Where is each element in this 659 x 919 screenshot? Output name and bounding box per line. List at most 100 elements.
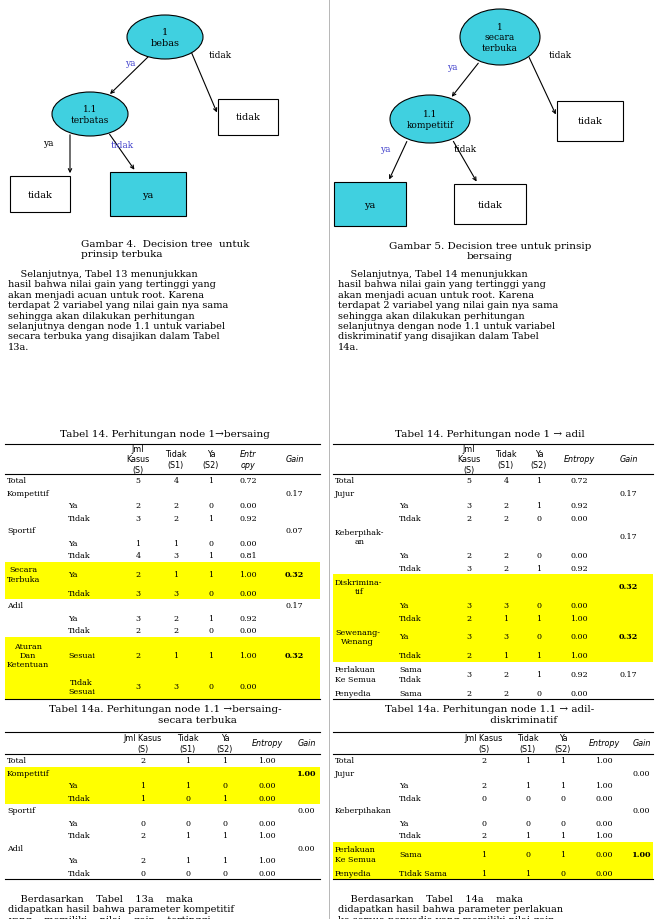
Text: Tidak: Tidak [68, 551, 91, 560]
Text: Gambar 5. Decision tree untuk prinsip
bersaing: Gambar 5. Decision tree untuk prinsip be… [389, 242, 591, 261]
Text: 0.17: 0.17 [619, 670, 637, 678]
Text: Ya
(S2): Ya (S2) [530, 449, 547, 470]
Text: 1: 1 [208, 551, 214, 560]
Text: Tabel 14a. Perhitungan node 1.1 →bersaing-
                    secara terbuka: Tabel 14a. Perhitungan node 1.1 →bersain… [49, 705, 281, 724]
FancyBboxPatch shape [333, 512, 653, 525]
Text: 1: 1 [223, 832, 227, 839]
Text: 2: 2 [136, 652, 140, 660]
Text: 0: 0 [536, 689, 542, 697]
Text: Aturan
Dan
Ketentuan: Aturan Dan Ketentuan [7, 642, 49, 669]
Text: 0.00: 0.00 [258, 781, 275, 789]
Text: ya: ya [380, 145, 390, 154]
FancyBboxPatch shape [110, 173, 186, 217]
FancyBboxPatch shape [5, 624, 320, 637]
Text: Selanjutnya, Tabel 13 menunjukkan
hasil bahwa nilai gain yang tertinggi yang
aka: Selanjutnya, Tabel 13 menunjukkan hasil … [8, 269, 228, 351]
Text: 3: 3 [503, 633, 509, 641]
Text: Sama: Sama [399, 850, 422, 858]
FancyBboxPatch shape [5, 562, 320, 587]
Text: 1: 1 [536, 502, 542, 510]
Text: 1.00: 1.00 [570, 652, 588, 660]
FancyBboxPatch shape [5, 817, 320, 829]
FancyBboxPatch shape [334, 183, 406, 227]
Ellipse shape [127, 16, 203, 60]
Text: 0.00: 0.00 [570, 515, 588, 522]
Text: 1: 1 [503, 652, 509, 660]
Text: 1.1
kompetitif: 1.1 kompetitif [407, 110, 453, 130]
Text: Tidak: Tidak [68, 794, 91, 802]
Text: Tidak: Tidak [399, 652, 422, 660]
Text: tidak: tidak [28, 190, 53, 199]
Text: 1: 1 [536, 670, 542, 678]
FancyBboxPatch shape [333, 650, 653, 662]
Text: Adil: Adil [7, 602, 23, 609]
Text: 2: 2 [503, 689, 509, 697]
Text: 2: 2 [467, 551, 472, 560]
Text: 2: 2 [467, 614, 472, 622]
Text: Jujur: Jujur [335, 489, 355, 497]
Text: ya: ya [125, 59, 135, 67]
Text: Ya: Ya [399, 819, 409, 827]
Text: Tidak: Tidak [399, 832, 422, 839]
Text: Tidak: Tidak [399, 614, 422, 622]
Text: 0.92: 0.92 [239, 614, 257, 622]
Text: Jml Kasus
(S): Jml Kasus (S) [124, 733, 162, 753]
Text: Tidak
(S1): Tidak (S1) [517, 733, 539, 753]
FancyBboxPatch shape [5, 474, 320, 487]
FancyBboxPatch shape [5, 487, 320, 499]
Text: 0: 0 [525, 819, 530, 827]
Text: 3: 3 [136, 683, 140, 691]
FancyBboxPatch shape [333, 624, 653, 650]
FancyBboxPatch shape [5, 525, 320, 537]
Text: Ya: Ya [68, 781, 78, 789]
Text: 2: 2 [140, 756, 146, 765]
Text: 0: 0 [140, 819, 146, 827]
Text: Kompetitif: Kompetitif [7, 489, 49, 497]
Text: 1: 1 [185, 832, 190, 839]
Text: 2: 2 [467, 689, 472, 697]
Text: tidak: tidak [235, 113, 260, 122]
Text: 3: 3 [136, 589, 140, 597]
Text: Berdasarkan    Tabel    13a    maka
didapatkan hasil bahwa parameter kompetitif
: Berdasarkan Tabel 13a maka didapatkan ha… [8, 894, 234, 919]
Text: 2: 2 [136, 627, 140, 634]
Text: Sama: Sama [399, 689, 422, 697]
Text: 0.32: 0.32 [619, 583, 638, 591]
Text: 0.81: 0.81 [239, 551, 257, 560]
Text: 2: 2 [173, 614, 179, 622]
FancyBboxPatch shape [5, 550, 320, 562]
Text: 1.00: 1.00 [258, 857, 276, 864]
Text: 3: 3 [136, 614, 140, 622]
Text: 1: 1 [536, 477, 542, 484]
Text: Tidak: Tidak [68, 515, 91, 522]
Text: 0: 0 [536, 551, 542, 560]
Text: Jujur: Jujur [335, 769, 355, 777]
Text: 0: 0 [482, 819, 486, 827]
Text: 1: 1 [140, 781, 146, 789]
Text: 0.72: 0.72 [570, 477, 588, 484]
FancyBboxPatch shape [557, 102, 623, 142]
Text: 0.00: 0.00 [570, 602, 588, 609]
FancyBboxPatch shape [333, 474, 653, 487]
Text: 0.00: 0.00 [595, 850, 613, 858]
Text: 0.00: 0.00 [239, 539, 257, 547]
Text: Sama
Tidak: Sama Tidak [399, 665, 422, 683]
FancyBboxPatch shape [333, 791, 653, 804]
Text: 3: 3 [467, 670, 472, 678]
Text: 1
secara
terbuka: 1 secara terbuka [482, 23, 518, 52]
Text: 1: 1 [223, 794, 227, 802]
Text: 2: 2 [503, 564, 509, 573]
FancyBboxPatch shape [5, 599, 320, 612]
Text: Jml
Kasus
(S): Jml Kasus (S) [457, 445, 480, 474]
Text: Total: Total [7, 477, 27, 484]
Text: 0: 0 [525, 794, 530, 802]
Text: Keberpihak-
an: Keberpihak- an [335, 528, 384, 546]
Text: Tidak Sama: Tidak Sama [399, 868, 447, 877]
Text: 1: 1 [482, 868, 486, 877]
Text: 1: 1 [536, 614, 542, 622]
Text: 0.00: 0.00 [595, 794, 613, 802]
Text: 0.72: 0.72 [239, 477, 257, 484]
Text: Tidak
(S1): Tidak (S1) [165, 449, 186, 470]
Text: 1.00: 1.00 [570, 614, 588, 622]
Text: 3: 3 [467, 502, 472, 510]
Text: 1: 1 [208, 477, 214, 484]
FancyBboxPatch shape [333, 574, 653, 599]
